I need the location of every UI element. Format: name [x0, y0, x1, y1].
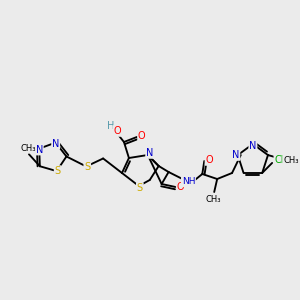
Text: O: O — [138, 131, 146, 141]
Text: N: N — [232, 150, 239, 160]
Text: S: S — [55, 166, 61, 176]
Text: CH₃: CH₃ — [206, 194, 221, 203]
Text: N: N — [52, 139, 59, 148]
Text: O: O — [206, 155, 213, 165]
Text: S: S — [84, 163, 90, 172]
Text: N: N — [249, 141, 256, 151]
Text: Cl: Cl — [274, 155, 284, 165]
Text: NH: NH — [182, 178, 195, 187]
Text: N: N — [35, 145, 43, 154]
Text: O: O — [113, 126, 121, 136]
Text: H: H — [107, 121, 115, 131]
Text: N: N — [146, 148, 153, 158]
Text: O: O — [177, 182, 184, 192]
Text: CH₃: CH₃ — [20, 144, 36, 153]
Text: S: S — [137, 183, 143, 193]
Text: CH₃: CH₃ — [283, 156, 298, 165]
